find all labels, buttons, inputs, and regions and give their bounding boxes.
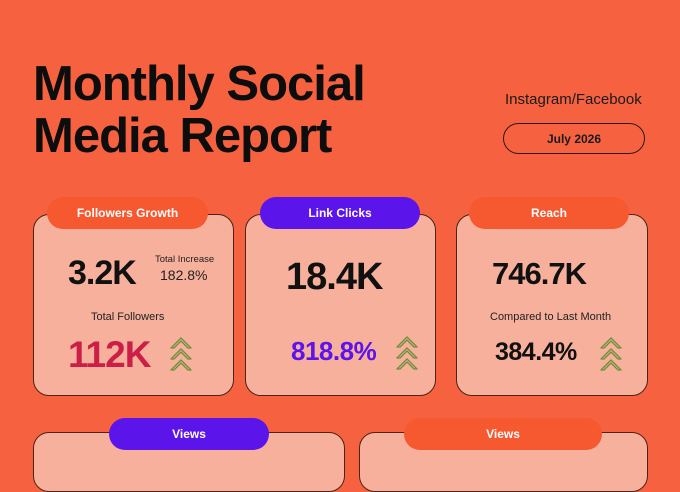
title-line-1: Monthly Social: [33, 57, 366, 111]
link-clicks-value: 18.4K: [286, 256, 383, 298]
reach-label: Reach: [530, 206, 568, 220]
report-title: Monthly Social Media Report: [33, 57, 366, 163]
views-pill-left: Views: [109, 418, 269, 450]
date-text: July 2026: [546, 131, 602, 146]
reach-value: 746.7K: [492, 256, 587, 291]
link-clicks-label: Link Clicks: [308, 206, 372, 220]
followers-growth-label: Followers Growth: [76, 206, 179, 220]
followers-growth-pill: Followers Growth: [47, 197, 208, 229]
title-line-2: Media Report: [33, 109, 332, 163]
views-label-left: Views: [172, 427, 206, 441]
triple-chevron-up-icon: [170, 337, 192, 371]
followers-gain-value: 3.2K: [68, 254, 137, 292]
reach-change: 384.4%: [495, 338, 577, 366]
total-increase-label: Total Increase: [155, 254, 215, 265]
link-clicks-change: 818.8%: [291, 336, 377, 366]
compared-label: Compared to Last Month: [490, 311, 612, 323]
triple-chevron-up-icon: [396, 336, 418, 370]
triple-chevron-up-icon: [600, 337, 622, 371]
link-clicks-pill: Link Clicks: [260, 197, 420, 229]
views-label-right: Views: [486, 427, 520, 441]
total-followers-value: 112K: [68, 334, 151, 375]
platforms-label: Instagram/Facebook: [505, 91, 642, 108]
reach-pill: Reach: [469, 197, 629, 229]
total-increase-value: 182.8%: [160, 267, 208, 283]
views-pill-right: Views: [404, 418, 602, 450]
followers-growth-card: [33, 214, 234, 396]
date-badge: July 2026: [503, 123, 645, 154]
total-followers-label: Total Followers: [91, 311, 165, 323]
